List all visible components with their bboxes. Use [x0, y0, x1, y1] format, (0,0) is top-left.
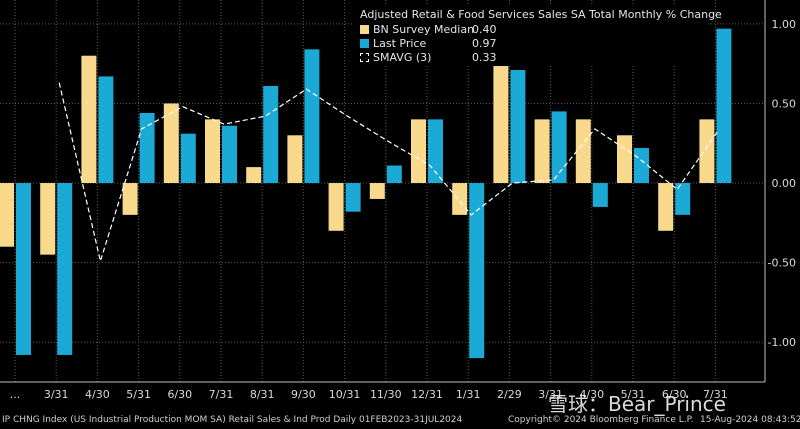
y-tick-label: -0.50 [768, 257, 796, 270]
x-tick-label: 5/31 [126, 388, 151, 401]
bar-last-price [592, 183, 608, 207]
bar-survey-median [246, 167, 262, 184]
bar-last-price [57, 183, 73, 355]
legend-swatch-last-price [360, 39, 369, 48]
y-tick-label: 1.00 [772, 18, 797, 31]
bar-survey-median [287, 135, 303, 184]
legend-label: SMAVG (3) [373, 51, 432, 64]
x-tick-label: 3/31 [538, 388, 563, 401]
bar-survey-median [575, 119, 591, 184]
legend-label: Last Price [373, 37, 427, 50]
watermark: 雪球：Bear_Prince [548, 392, 726, 416]
footer-bar: IP CHNG Index (US Industrial Production … [0, 412, 800, 429]
bar-survey-median [122, 183, 138, 215]
bar-last-price [98, 76, 114, 184]
footer-timestamp: 15-Aug-2024 08:43:52 [700, 415, 800, 425]
legend-value: 0.40 [472, 23, 497, 36]
bar-survey-median [411, 119, 426, 184]
bar-survey-median [493, 55, 509, 184]
bar-last-price [386, 165, 402, 184]
bar-survey-median [40, 183, 56, 255]
bar-last-price [304, 49, 320, 184]
legend-swatch-survey-median [360, 25, 369, 34]
bar-survey-median [328, 183, 344, 231]
x-tick-label: 4/30 [85, 388, 110, 401]
bar-last-price [180, 133, 196, 184]
footer-left-text: IP CHNG Index (US Industrial Production … [2, 415, 463, 425]
bar-last-price [551, 111, 567, 184]
bars [0, 28, 732, 359]
x-tick-label: 2/29 [497, 388, 522, 401]
bar-survey-median [163, 103, 179, 184]
x-tick-label: 8/31 [250, 388, 275, 401]
legend-label: BN Survey Median [373, 23, 475, 36]
bar-survey-median [369, 183, 385, 199]
bar-survey-median [617, 135, 632, 184]
x-tick-label: 4/30 [579, 388, 604, 401]
x-tick-label: 11/30 [370, 388, 402, 401]
smavg-line [58, 82, 719, 264]
bar-survey-median [0, 183, 14, 247]
x-tick-label: 3/31 [44, 388, 69, 401]
bar-survey-median [658, 183, 674, 231]
y-tick-label: -1.00 [768, 336, 796, 349]
x-tick-label: 1/31 [456, 388, 481, 401]
legend-value: 0.97 [472, 37, 497, 50]
bar-last-price [222, 125, 237, 184]
x-tick-label: 5/31 [621, 388, 646, 401]
y-tick-label: 0.00 [772, 177, 797, 190]
bar-last-price [716, 28, 732, 184]
bar-survey-median [534, 119, 550, 184]
x-tick-label: 12/31 [411, 388, 443, 401]
y-tick-label: 0.50 [772, 97, 797, 110]
footer-copyright: Copyright© 2024 Bloomberg Finance L.P. [508, 415, 694, 425]
chart-legend: Adjusted Retail & Food Services Sales SA… [354, 6, 722, 66]
x-tick-label: 6/30 [167, 388, 192, 401]
smavg-line-layer [58, 82, 719, 264]
bar-last-price [345, 183, 361, 212]
chart-svg: 1.00 0.50 0.00 -0.50 -1.00... 3/31 4/30 5/31 6/3… [0, 0, 796, 401]
bar-last-price [510, 70, 526, 184]
bar-last-price [139, 113, 155, 184]
x-tick-label: 6/30 [662, 388, 687, 401]
bar-last-price [675, 183, 691, 215]
bar-survey-median [452, 183, 468, 215]
bar-last-price [263, 85, 279, 184]
x-tick-label: ... [10, 388, 21, 401]
x-tick-label: 10/31 [329, 388, 361, 401]
bar-survey-median [81, 55, 97, 184]
x-tick-label: 7/31 [209, 388, 234, 401]
x-tick-label: 9/30 [291, 388, 316, 401]
bar-survey-median [699, 119, 715, 184]
bar-last-price [469, 183, 485, 359]
bar-survey-median [205, 119, 220, 184]
chart-title: Adjusted Retail & Food Services Sales SA… [360, 8, 722, 21]
axes: 1.00 0.50 0.00 -0.50 -1.00... 3/31 4/30 5/31 6/3… [0, 0, 796, 401]
legend-swatch-smavg [360, 53, 369, 62]
bar-last-price [428, 119, 443, 184]
bar-last-price [634, 148, 649, 184]
bar-last-price [16, 183, 31, 355]
legend-value: 0.33 [472, 51, 497, 64]
x-tick-label: 7/31 [703, 388, 728, 401]
